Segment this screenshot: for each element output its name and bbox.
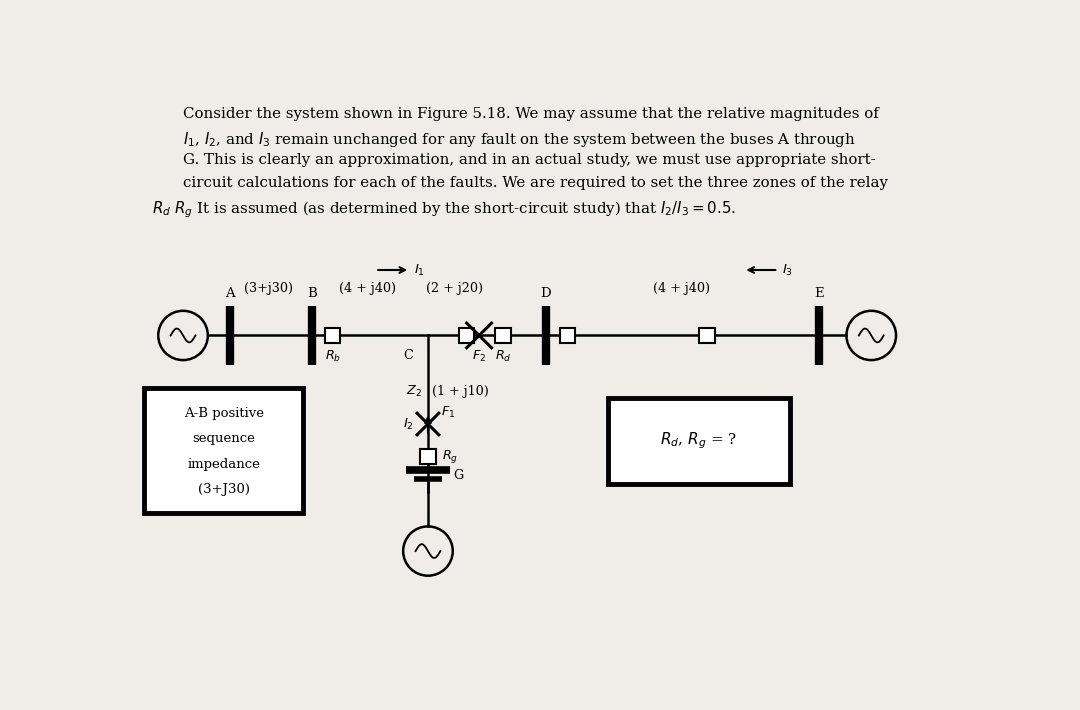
Text: $R_g$: $R_g$ <box>442 448 458 465</box>
Bar <box>559 328 576 343</box>
Text: $Z_2$: $Z_2$ <box>406 384 422 399</box>
Text: $R_d$, $R_g$ = ?: $R_d$, $R_g$ = ? <box>660 431 738 452</box>
Text: D: D <box>540 287 551 300</box>
Text: A-B positive: A-B positive <box>184 407 264 420</box>
Text: impedance: impedance <box>187 458 260 471</box>
Text: B: B <box>307 287 316 300</box>
Text: sequence: sequence <box>192 432 255 445</box>
Text: $R_d$: $R_d$ <box>495 349 512 364</box>
Text: $R_d$ $R_g$ It is assumed (as determined by the short-circuit study) that $I_2/I: $R_d$ $R_g$ It is assumed (as determined… <box>152 200 737 220</box>
Text: $I_1$: $I_1$ <box>414 263 424 278</box>
Text: E: E <box>813 287 823 300</box>
Text: (3+j30): (3+j30) <box>244 283 293 295</box>
Bar <box>459 328 474 343</box>
Bar <box>608 398 789 484</box>
Text: C: C <box>404 349 414 362</box>
Text: A: A <box>225 287 234 300</box>
Text: Consider the system shown in Figure 5.18. We may assume that the relative magnit: Consider the system shown in Figure 5.18… <box>183 106 879 121</box>
Bar <box>699 328 715 343</box>
Text: (1 + j10): (1 + j10) <box>432 385 488 398</box>
Text: (4 + j40): (4 + j40) <box>652 283 710 295</box>
Bar <box>145 388 303 513</box>
Bar <box>496 328 511 343</box>
Text: G. This is clearly an approximation, and in an actual study, we must use appropr: G. This is clearly an approximation, and… <box>183 153 876 167</box>
Text: (4 + j40): (4 + j40) <box>339 283 396 295</box>
Text: $F_2$: $F_2$ <box>472 349 486 364</box>
Text: circuit calculations for each of the faults. We are required to set the three zo: circuit calculations for each of the fau… <box>183 176 888 190</box>
Text: (3+J30): (3+J30) <box>198 484 249 496</box>
Text: $I_2$: $I_2$ <box>403 417 414 432</box>
Text: $R_b$: $R_b$ <box>325 349 340 364</box>
Text: $I_3$: $I_3$ <box>782 263 793 278</box>
Bar <box>420 449 435 464</box>
Text: $F_1$: $F_1$ <box>441 405 456 420</box>
Bar <box>325 328 340 343</box>
Text: G: G <box>453 469 463 482</box>
Text: (2 + j20): (2 + j20) <box>426 283 483 295</box>
Text: $I_1$, $I_2$, and $I_3$ remain unchanged for any fault on the system between the: $I_1$, $I_2$, and $I_3$ remain unchanged… <box>183 130 855 149</box>
